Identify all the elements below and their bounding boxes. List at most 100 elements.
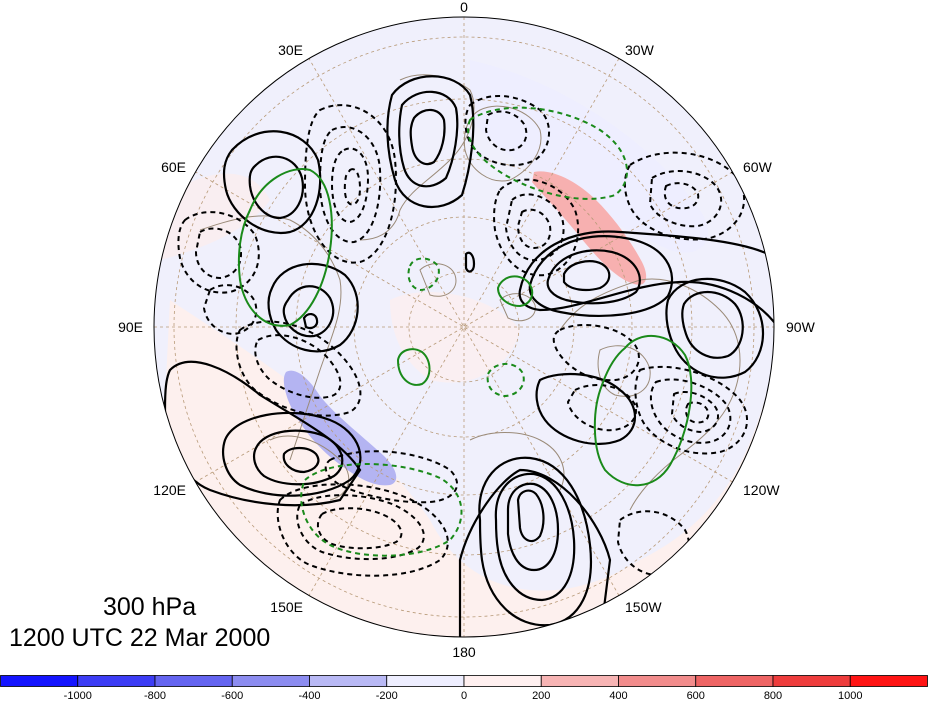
shading-negative-atlantic [470,60,709,253]
high-pacific-core [516,489,545,543]
lon-label-30w: 30W [625,42,655,58]
low-us-core [685,401,710,424]
green-dashed-contours [300,106,628,557]
colorbar-box-8 [618,675,697,687]
lon-label-60w: 60W [743,159,773,175]
low-north-atlantic-inner [516,208,552,250]
high-central-siberia-outer [267,262,359,353]
high-east-asia-outer [222,411,362,497]
high-pacific-mid [494,472,576,602]
colorbar-box-1 [77,675,156,687]
latitude-circle-60 [295,158,633,496]
lon-label-120w: 120W [743,482,780,498]
colorbar-label: -400 [298,690,320,702]
green-atlantic-small-solid [496,275,534,308]
high-canada-arc [535,372,636,445]
low-labrador-inner [648,170,723,228]
low-labrador-outer [624,151,746,241]
high-atlantic-inner [546,249,641,305]
colorbar-box-3 [231,675,310,687]
colorbar-box-5 [386,675,465,687]
meridian-30w-150e [308,58,620,596]
high-europe-inner [398,90,459,188]
high-central-siberia-core [302,313,319,330]
high-pacific-outer [478,456,592,627]
high-central-pacific-ridge [458,468,612,637]
colorbar-label: 400 [609,690,627,702]
green-arctic-small-solid [396,348,431,386]
map-boundary [153,16,775,638]
colorbar-box-6 [463,675,542,687]
low-ural-mid [318,126,382,244]
lon-label-90w: 90W [786,319,816,335]
colorbar-label: -200 [376,690,398,702]
high-pacific-inner [506,482,560,572]
high-east-asia-core [282,446,320,474]
lon-label-150e: 150E [270,599,303,615]
colorbar-box-10 [772,675,851,687]
low-kamchatka [324,450,459,504]
colorbar: -1000 -800 -600 -400 -200 0 200 400 600 800 1000 [0,675,928,702]
low-siberia-west [202,284,258,336]
green-pacific-dashed [300,463,463,557]
coast-hudson [597,345,651,397]
high-europe-outer [386,75,475,209]
colorbar-label: 1000 [838,690,862,702]
colorbar-label: -1000 [64,690,92,702]
low-hudson [552,324,640,382]
low-ural-inner [330,147,370,224]
low-ural-core [343,168,362,206]
high-atlantic-outer [528,235,674,317]
lon-label-150w: 150W [625,599,662,615]
green-arctic-dashed [407,257,440,292]
latitude-circle-50 [235,98,693,556]
shading-positive-north-atlantic [532,171,647,285]
low-us-mid [650,378,732,444]
low-canadian-archipelago [566,384,637,432]
coast-greenland [463,105,542,182]
lon-label-30e: 30E [278,42,303,58]
colorbar-label: -800 [144,690,166,702]
negative-contours [177,94,749,577]
colorbar-label: -600 [221,690,243,702]
colorbar-box-2 [154,675,233,687]
colorbar-box-0 [0,675,79,687]
low-us-inner [670,390,720,434]
low-japan-mid [296,494,425,561]
lon-label-60e: 60E [161,159,186,175]
green-contours [237,168,693,487]
shading-negative-east-asia [283,370,397,486]
high-east-asia-inner [253,429,344,486]
coast-asia [199,215,342,461]
high-atlantic-broad [518,230,774,331]
low-kazakh-outer [177,211,260,294]
green-atlantic-dashed [467,106,628,200]
low-mongolia-outer [235,320,362,417]
low-north-atlantic-mid [504,193,565,262]
colorbar-label: 600 [687,690,705,702]
colorbar-label: 800 [764,690,782,702]
colorbar-label: 200 [532,690,550,702]
high-atlantic-core [562,260,611,292]
coast-alaska [469,432,565,491]
coast-north-america [559,278,741,511]
low-eastern-pacific [616,510,690,577]
high-west-siberia-outer [222,130,322,235]
colorbar-box-7 [540,675,619,687]
coastlines [199,74,741,511]
shading-positive-central [390,291,520,383]
high-north-america-inner [681,291,744,359]
title-pressure-level: 300 hPa [103,593,197,621]
shading-positive-asia [160,173,270,260]
low-us-outer [634,365,749,455]
lon-label-0: 0 [460,0,468,15]
title-timestamp: 1200 UTC 22 Mar 2000 [9,624,271,652]
low-ural-outer [303,104,397,264]
high-west-siberia-inner [248,155,304,220]
low-mongolia-inner [254,334,342,399]
lon-label-120e: 120E [153,482,186,498]
green-north-america-solid [593,334,693,487]
low-japan-inner [316,507,403,550]
green-siberia-solid [237,168,333,327]
